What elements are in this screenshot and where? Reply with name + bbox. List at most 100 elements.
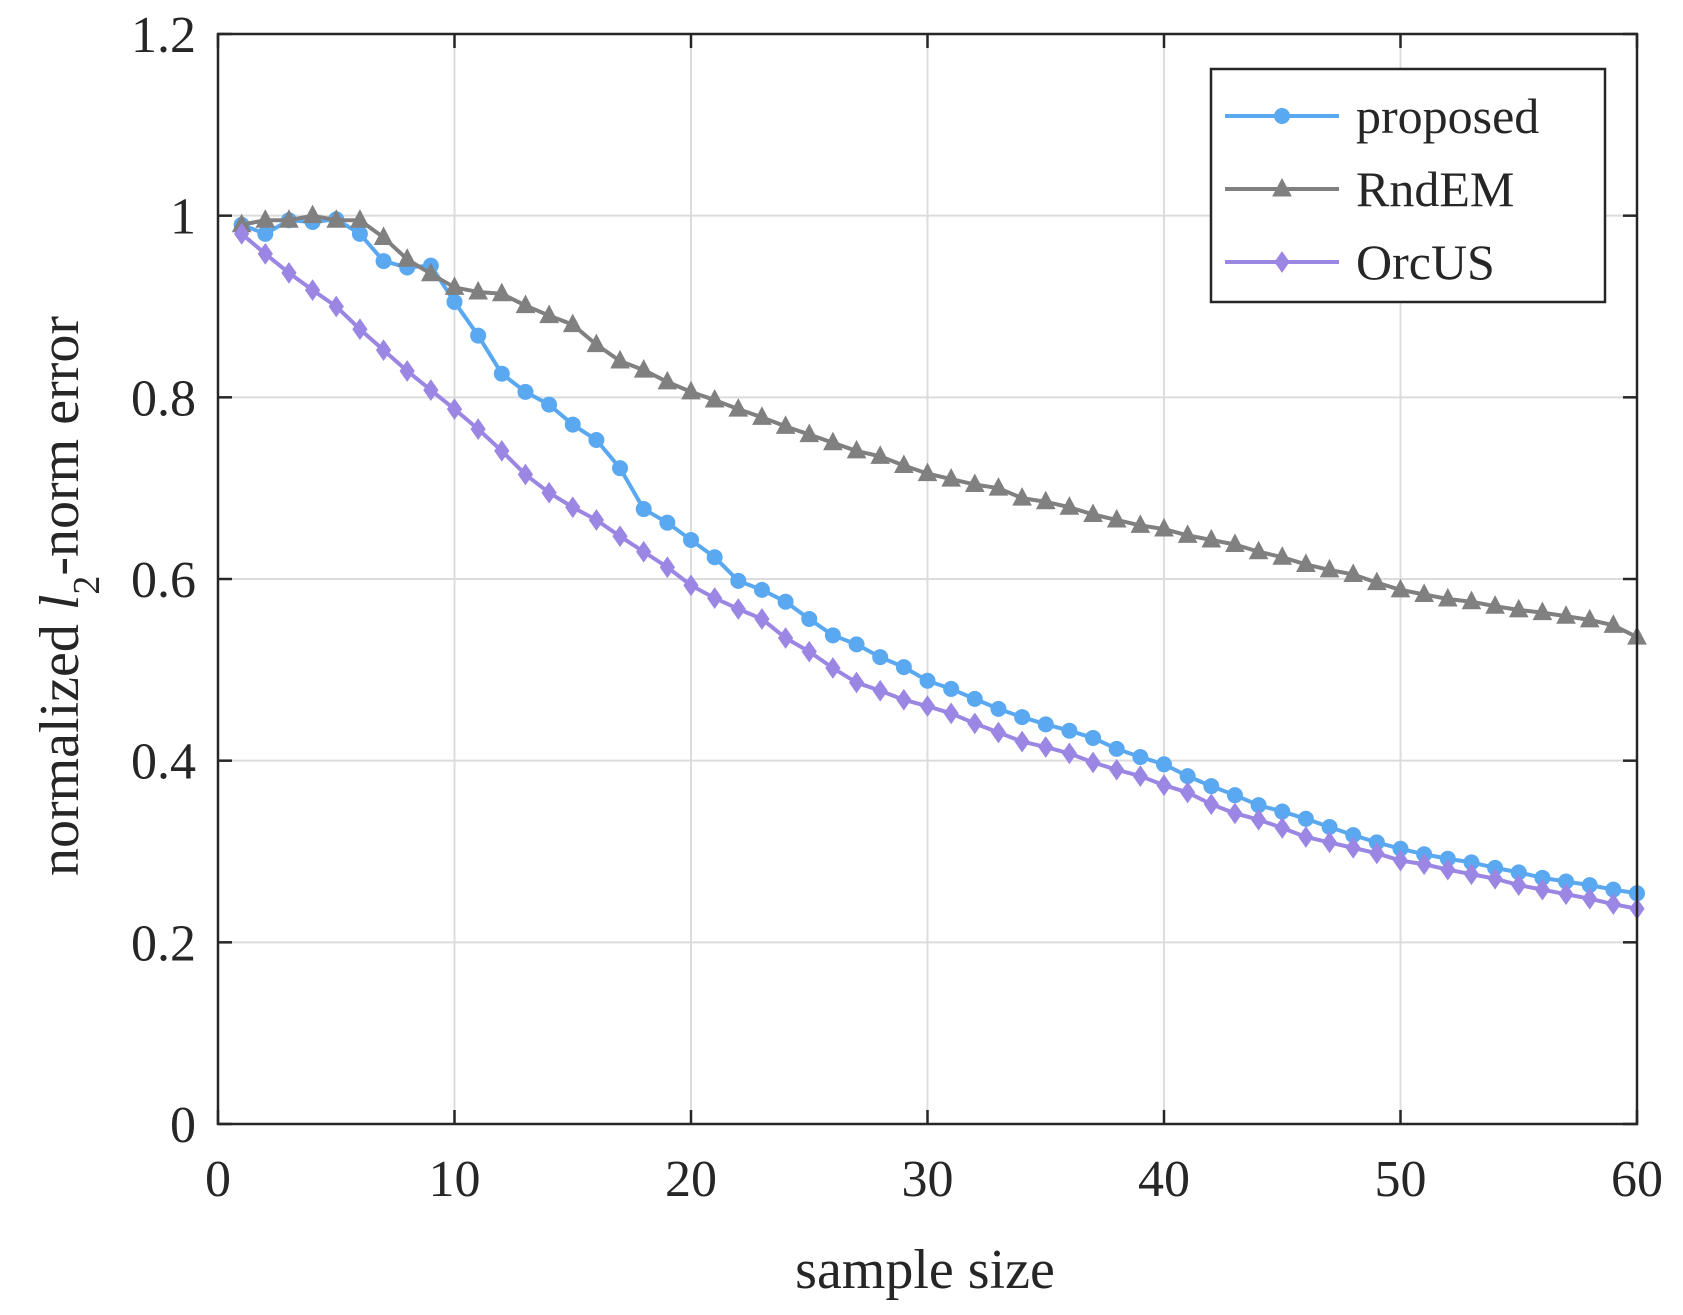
data-point-orcus: [470, 418, 486, 440]
data-point-orcus: [1298, 826, 1314, 848]
data-point-proposed: [872, 649, 889, 666]
y-axis-ticks: 0 0.2 0.4 0.6 0.8 1 1.2: [131, 7, 1637, 1154]
data-point-orcus: [399, 360, 415, 382]
data-point-orcus: [1605, 893, 1621, 916]
data-point-orcus: [848, 671, 865, 694]
data-point-rndem: [657, 370, 678, 390]
y-axis-label-variable: l: [29, 595, 91, 611]
legend-item-rndem: RndEM: [1225, 161, 1514, 217]
data-point-orcus: [1180, 781, 1196, 804]
data-point-orcus: [636, 540, 652, 563]
data-point-proposed: [1203, 778, 1220, 795]
data-point-proposed: [753, 581, 770, 598]
data-point-orcus: [1416, 853, 1432, 876]
data-point-orcus: [541, 481, 557, 504]
data-point-rndem: [1035, 490, 1056, 510]
data-point-orcus: [943, 702, 959, 725]
data-point-orcus: [304, 279, 321, 302]
data-point-rndem: [1319, 558, 1340, 578]
legend: proposed RndEM OrcUS: [1209, 67, 1607, 304]
data-point-rndem: [704, 388, 725, 408]
data-point-rndem: [964, 473, 985, 493]
data-point-proposed: [1226, 787, 1243, 804]
legend-item-proposed: proposed: [1225, 88, 1539, 144]
data-point-orcus: [825, 657, 841, 679]
data-point-proposed: [541, 396, 558, 413]
y-tick-label: 0.8: [131, 370, 196, 427]
data-point-rndem: [1508, 598, 1529, 618]
x-axis-label: sample size: [795, 1239, 1055, 1301]
data-point-rndem: [1579, 608, 1600, 628]
data-point-rndem: [1130, 514, 1151, 533]
data-point-rndem: [1083, 503, 1103, 523]
y-tick-label: 0.6: [131, 552, 196, 609]
data-point-rndem: [610, 349, 630, 369]
data-point-rndem: [1485, 595, 1505, 614]
x-tick-label: 20: [665, 1151, 717, 1208]
data-point-rndem: [1343, 563, 1364, 582]
data-point-orcus: [1392, 849, 1409, 872]
data-point-proposed: [1297, 810, 1314, 827]
x-tick-label: 0: [205, 1151, 231, 1208]
data-point-orcus: [1274, 817, 1290, 839]
data-point-rndem: [823, 431, 843, 451]
legend-label-rndem: RndEM: [1356, 161, 1514, 217]
data-point-orcus: [1440, 858, 1456, 881]
data-point-orcus: [967, 712, 983, 735]
data-point-rndem: [1367, 571, 1387, 591]
data-point-rndem: [1414, 583, 1434, 602]
data-point-proposed: [990, 700, 1007, 717]
data-point-proposed: [777, 593, 794, 610]
data-point-proposed: [943, 680, 960, 697]
data-point-orcus: [375, 339, 392, 361]
legend-label-orcus: OrcUS: [1356, 234, 1495, 290]
data-point-orcus: [990, 721, 1007, 744]
y-tick-label: 1.2: [131, 7, 196, 64]
data-point-rndem: [397, 248, 418, 267]
data-point-proposed: [470, 327, 487, 344]
data-point-proposed: [1085, 729, 1102, 746]
data-point-rndem: [539, 304, 559, 324]
data-point-rndem: [421, 262, 441, 282]
data-point-rndem: [681, 380, 701, 400]
series-proposed: [233, 211, 1645, 902]
data-point-proposed: [1061, 722, 1078, 739]
data-point-orcus: [707, 587, 723, 609]
data-point-proposed: [848, 636, 865, 653]
data-point-orcus: [730, 598, 746, 620]
data-point-proposed: [257, 225, 274, 242]
data-point-orcus: [754, 608, 770, 630]
data-point-proposed: [895, 659, 912, 676]
data-point-orcus: [1132, 765, 1148, 787]
data-point-orcus: [257, 242, 273, 265]
data-point-rndem: [633, 359, 654, 378]
data-point-rndem: [1603, 614, 1624, 633]
legend-marker-rndem: [1272, 177, 1292, 197]
data-point-orcus: [1369, 842, 1385, 865]
data-point-orcus: [896, 688, 912, 711]
legend-label-proposed: proposed: [1356, 88, 1539, 144]
data-point-orcus: [1558, 883, 1574, 906]
data-point-proposed: [517, 383, 534, 400]
series-rndem: [231, 204, 1647, 645]
data-point-rndem: [799, 423, 820, 443]
data-point-orcus: [683, 574, 699, 597]
data-point-proposed: [588, 432, 605, 449]
y-axis-label-suffix: -norm error: [29, 316, 91, 576]
data-point-rndem: [1272, 546, 1293, 565]
data-point-rndem: [1296, 553, 1316, 572]
y-axis-label-subscript: 2: [66, 576, 108, 595]
data-point-orcus: [565, 496, 581, 519]
y-tick-label: 0.2: [131, 915, 196, 972]
data-point-orcus: [1109, 758, 1125, 781]
data-point-orcus: [1511, 874, 1527, 896]
data-point-orcus: [1463, 863, 1480, 886]
data-point-proposed: [564, 416, 581, 433]
data-point-orcus: [328, 295, 344, 318]
data-point-rndem: [515, 294, 536, 314]
data-point-proposed: [706, 549, 723, 566]
data-point-rndem: [1556, 605, 1576, 624]
data-point-rndem: [1106, 508, 1127, 528]
data-point-orcus: [777, 627, 794, 649]
data-point-orcus: [1227, 802, 1243, 825]
